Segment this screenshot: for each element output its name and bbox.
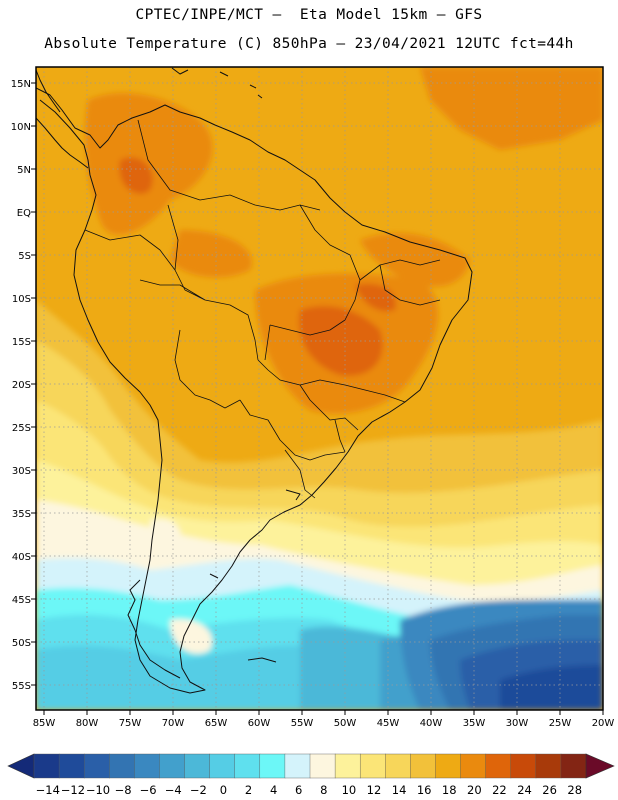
colorbar-swatch [560,753,587,779]
colorbar-label: 0 [220,783,227,797]
lat-label: 15S [12,337,31,348]
colorbar-swatch [410,753,436,779]
colorbar-label: −4 [165,783,182,797]
central-america-coastline [36,69,89,169]
colorbar-swatch [33,753,60,779]
lat-label: 15N [11,79,31,90]
colorbar-swatch [284,753,311,779]
colorbar-swatch [385,753,411,779]
lat-label: 5S [18,251,31,262]
lon-label: 55W [291,718,314,729]
colorbar-label: 6 [295,783,302,797]
colorbar-label: −10 [86,783,110,797]
lat-label: 45S [12,595,31,606]
colorbar-swatch [58,753,85,779]
colorbar-swatch [109,753,135,779]
colorbar-swatch [510,753,537,779]
field-patch-tierra-cool [170,619,213,654]
longitude-labels: 85W 80W 75W 70W 65W 60W 55W 50W 45W 40W 35W 30W 25W 2… [33,710,615,729]
colorbar-swatch [159,753,186,779]
lat-label: 40S [12,552,31,563]
lon-label: 75W [119,718,142,729]
colorbar-label: 18 [442,783,457,797]
colorbar-label: −2 [190,783,207,797]
colorbar-label: 8 [320,783,327,797]
colorbar-swatch [359,753,386,779]
colorbar-label: −14 [36,783,60,797]
lat-label: 55S [12,681,31,692]
colorbar-label: 24 [517,783,532,797]
colorbar-swatch [83,753,110,779]
colorbar-swatch [535,753,562,779]
colorbar-high-arrow [585,753,615,779]
colorbar [7,753,615,779]
lat-label: 35S [12,509,31,520]
colorbar-swatch [485,753,512,779]
lon-label: 30W [506,718,529,729]
lon-label: 60W [248,718,271,729]
colorbar-label: −8 [115,783,132,797]
colorbar-label: −6 [140,783,157,797]
patagonia-islands [127,489,301,679]
field-band-m12-m10 [500,665,603,710]
field-patch-goias [299,306,383,376]
field-patch-andes-north [119,157,153,194]
field-patch-amazon-west [170,230,252,278]
lat-label: 5N [17,165,31,176]
graticule [36,67,603,710]
latitude-labels: 15N 10N 5N EQ 5S 10S 15S 20S 25S 30S 35S 40S 45S 50S 5… [11,79,36,692]
lon-label: 45W [377,718,400,729]
lat-label: 50S [12,638,31,649]
colorbar-low-arrow [7,753,35,779]
colorbar-label: 14 [392,783,407,797]
caribbean-islands [171,67,263,99]
colorbar-label: 12 [367,783,382,797]
map-frame [35,66,604,711]
country-borders [84,119,441,499]
lon-label: 20W [592,718,615,729]
colorbar-swatch [309,753,336,779]
colorbar-labels: −14 −12 −10 −8 −6 −4 −2 0 2 4 6 8 10 12 14 16 18 20 22 24 26… [36,783,582,797]
colorbar-swatch [259,753,286,779]
lat-label: 20S [12,380,31,391]
colorbar-swatch [460,753,487,779]
lon-label: 85W [33,718,56,729]
colorbar-label: 4 [270,783,277,797]
lon-label: 50W [334,718,357,729]
title-line-2: Absolute Temperature (C) 850hPa – 23/04/… [44,36,574,52]
colorbar-label: 10 [342,783,357,797]
colorbar-swatch [234,753,261,779]
lon-label: 25W [549,718,572,729]
field-patch-northeast-brazil [360,232,470,287]
lon-label: 40W [420,718,443,729]
coastlines [36,67,473,694]
lon-label: 80W [76,718,99,729]
title-line-1: CPTEC/INPE/MCT – Eta Model 15km – GFS [135,7,483,23]
lat-label: EQ [17,208,31,219]
lon-label: 70W [162,718,185,729]
colorbar-label: −12 [61,783,85,797]
south-america-coastline [36,87,473,694]
field-patch-ne-ocean [420,67,603,150]
colorbar-label: 28 [567,783,582,797]
colorbar-label: 26 [542,783,557,797]
colorbar-swatch [209,753,236,779]
lat-label: 25S [12,423,31,434]
lon-label: 35W [463,718,486,729]
colorbar-label: 22 [492,783,507,797]
field-patch-colombia [85,92,213,235]
lat-label: 30S [12,466,31,477]
lon-label: 65W [205,718,228,729]
colorbar-swatch [435,753,462,779]
temperature-field [36,67,603,710]
colorbar-label: 20 [467,783,482,797]
colorbar-label: 2 [245,783,252,797]
colorbar-swatch [184,753,211,779]
colorbar-swatch [334,753,361,779]
colorbar-swatch [134,753,160,779]
lat-label: 10N [11,122,31,133]
lat-label: 10S [12,294,31,305]
colorbar-label: 16 [417,783,432,797]
